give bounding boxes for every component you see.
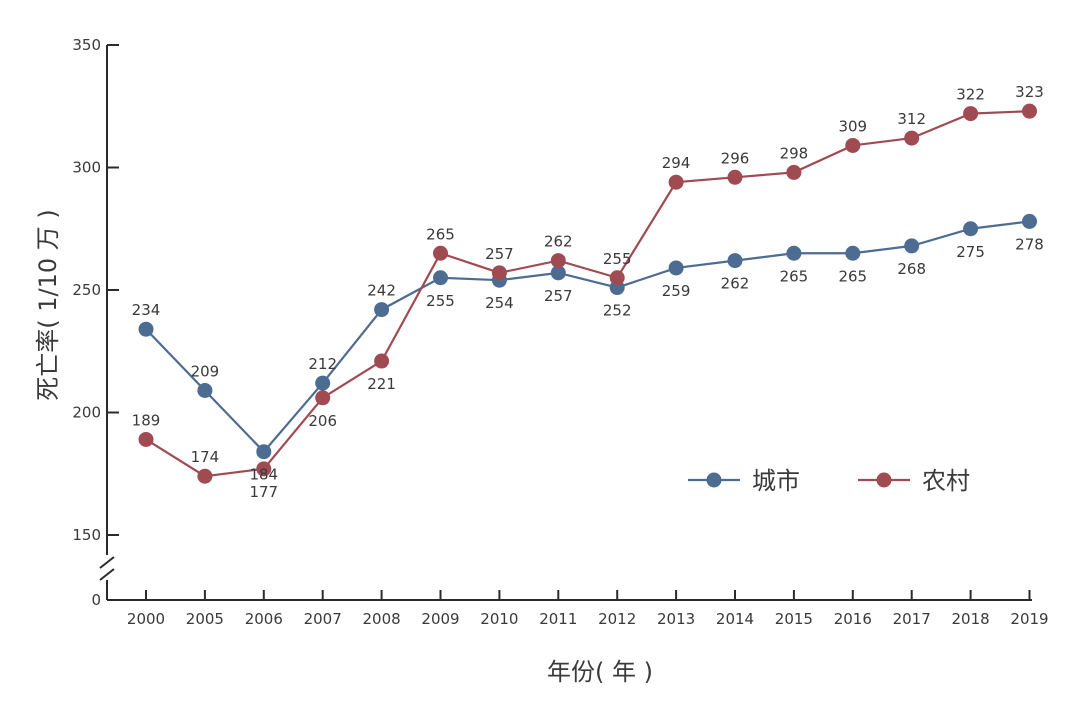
data-label: 322 (956, 86, 985, 104)
data-label: 268 (897, 260, 926, 278)
data-label: 265 (780, 267, 809, 285)
data-point (315, 375, 331, 391)
legend: 城市 农村 (688, 467, 970, 495)
data-label: 265 (426, 225, 455, 243)
data-point (727, 253, 743, 269)
data-point (138, 431, 154, 447)
data-labels: 234 209 184 212 242 255 254 257 252 259 262 265 265 2… (132, 83, 1044, 501)
data-point (374, 302, 390, 318)
data-point (433, 245, 448, 261)
data-label: 257 (485, 245, 514, 263)
legend-marker (876, 472, 892, 488)
data-point (609, 270, 625, 286)
x-tick-label: 2000 (127, 610, 165, 628)
y-tick-label: 0 (91, 591, 101, 609)
y-tick-label: 150 (72, 526, 101, 544)
x-tick-label: 2008 (363, 610, 401, 628)
data-label: 221 (367, 375, 396, 393)
y-tick-label: 300 (72, 159, 101, 177)
data-label: 184 (249, 466, 278, 484)
data-label: 189 (132, 411, 161, 429)
series-line-0 (145, 220, 1030, 454)
x-tick-label: 2011 (539, 610, 577, 628)
data-point (786, 164, 802, 180)
data-point (963, 106, 979, 122)
data-label: 298 (780, 144, 809, 162)
x-tick-label: 2017 (893, 610, 931, 628)
data-label: 206 (308, 412, 337, 430)
data-point (138, 321, 154, 337)
x-tick-label: 2006 (245, 610, 283, 628)
data-label: 234 (132, 301, 161, 319)
y-tick-label: 250 (72, 281, 101, 299)
data-point (786, 245, 802, 261)
data-point (1022, 103, 1037, 119)
data-point (374, 353, 390, 369)
data-point (904, 238, 920, 254)
data-label: 262 (544, 233, 573, 251)
data-label: 312 (897, 110, 926, 128)
x-tick-label: 2012 (598, 610, 636, 628)
data-label: 296 (721, 149, 750, 167)
data-label: 252 (603, 302, 632, 320)
axes: 0 150 200 250 300 350 2000 2005 2006 2007 2008 2009… (72, 36, 1048, 628)
x-tick-label: 2010 (480, 610, 518, 628)
series-line-1 (145, 110, 1030, 478)
data-point (904, 130, 920, 146)
x-tick-label: 2009 (421, 610, 459, 628)
data-point (963, 221, 979, 237)
y-tick-label: 350 (72, 36, 101, 54)
data-label: 209 (191, 362, 220, 380)
x-axis-title: 年份( 年 ) (547, 658, 653, 686)
data-label: 309 (838, 117, 867, 135)
legend-marker (706, 472, 722, 488)
x-tick-label: 2019 (1010, 610, 1048, 628)
legend-label: 农村 (922, 467, 970, 495)
y-tick-label: 200 (72, 404, 101, 422)
data-point (727, 169, 743, 185)
x-tick-label: 2018 (952, 610, 990, 628)
x-tick-label: 2014 (716, 610, 754, 628)
data-label: 278 (1015, 235, 1044, 253)
data-point (433, 270, 448, 286)
data-label: 212 (308, 355, 337, 373)
y-axis-title: 死亡率( 1/10 万 ) (34, 209, 62, 401)
data-point (197, 382, 213, 398)
data-label: 177 (249, 483, 278, 501)
x-tick-label: 2015 (775, 610, 813, 628)
x-tick-label: 2013 (657, 610, 695, 628)
data-point (256, 444, 272, 460)
x-tick-label: 2007 (304, 610, 342, 628)
data-label: 294 (662, 154, 691, 172)
data-point (668, 260, 684, 276)
y-axis-break-mark (99, 556, 115, 581)
data-label: 262 (721, 275, 750, 293)
data-label: 259 (662, 282, 691, 300)
data-point (256, 461, 272, 477)
x-tick-label: 2016 (834, 610, 872, 628)
data-label: 242 (367, 282, 396, 300)
data-point (668, 174, 684, 190)
data-point (550, 253, 566, 269)
data-point (550, 265, 566, 281)
data-label: 255 (426, 292, 455, 310)
data-point (845, 245, 861, 261)
data-point (845, 137, 861, 153)
data-label: 255 (603, 250, 632, 268)
legend-label: 城市 (752, 467, 800, 495)
data-point (1022, 213, 1037, 229)
x-tick-label: 2005 (186, 610, 224, 628)
data-point (315, 390, 331, 406)
data-label: 275 (956, 243, 985, 261)
data-point (491, 265, 507, 281)
series-layer (138, 103, 1037, 484)
data-label: 254 (485, 294, 514, 312)
data-label: 323 (1015, 83, 1044, 101)
data-label: 257 (544, 287, 573, 305)
data-label: 265 (838, 267, 867, 285)
data-label: 174 (191, 448, 220, 466)
data-point (197, 468, 213, 484)
